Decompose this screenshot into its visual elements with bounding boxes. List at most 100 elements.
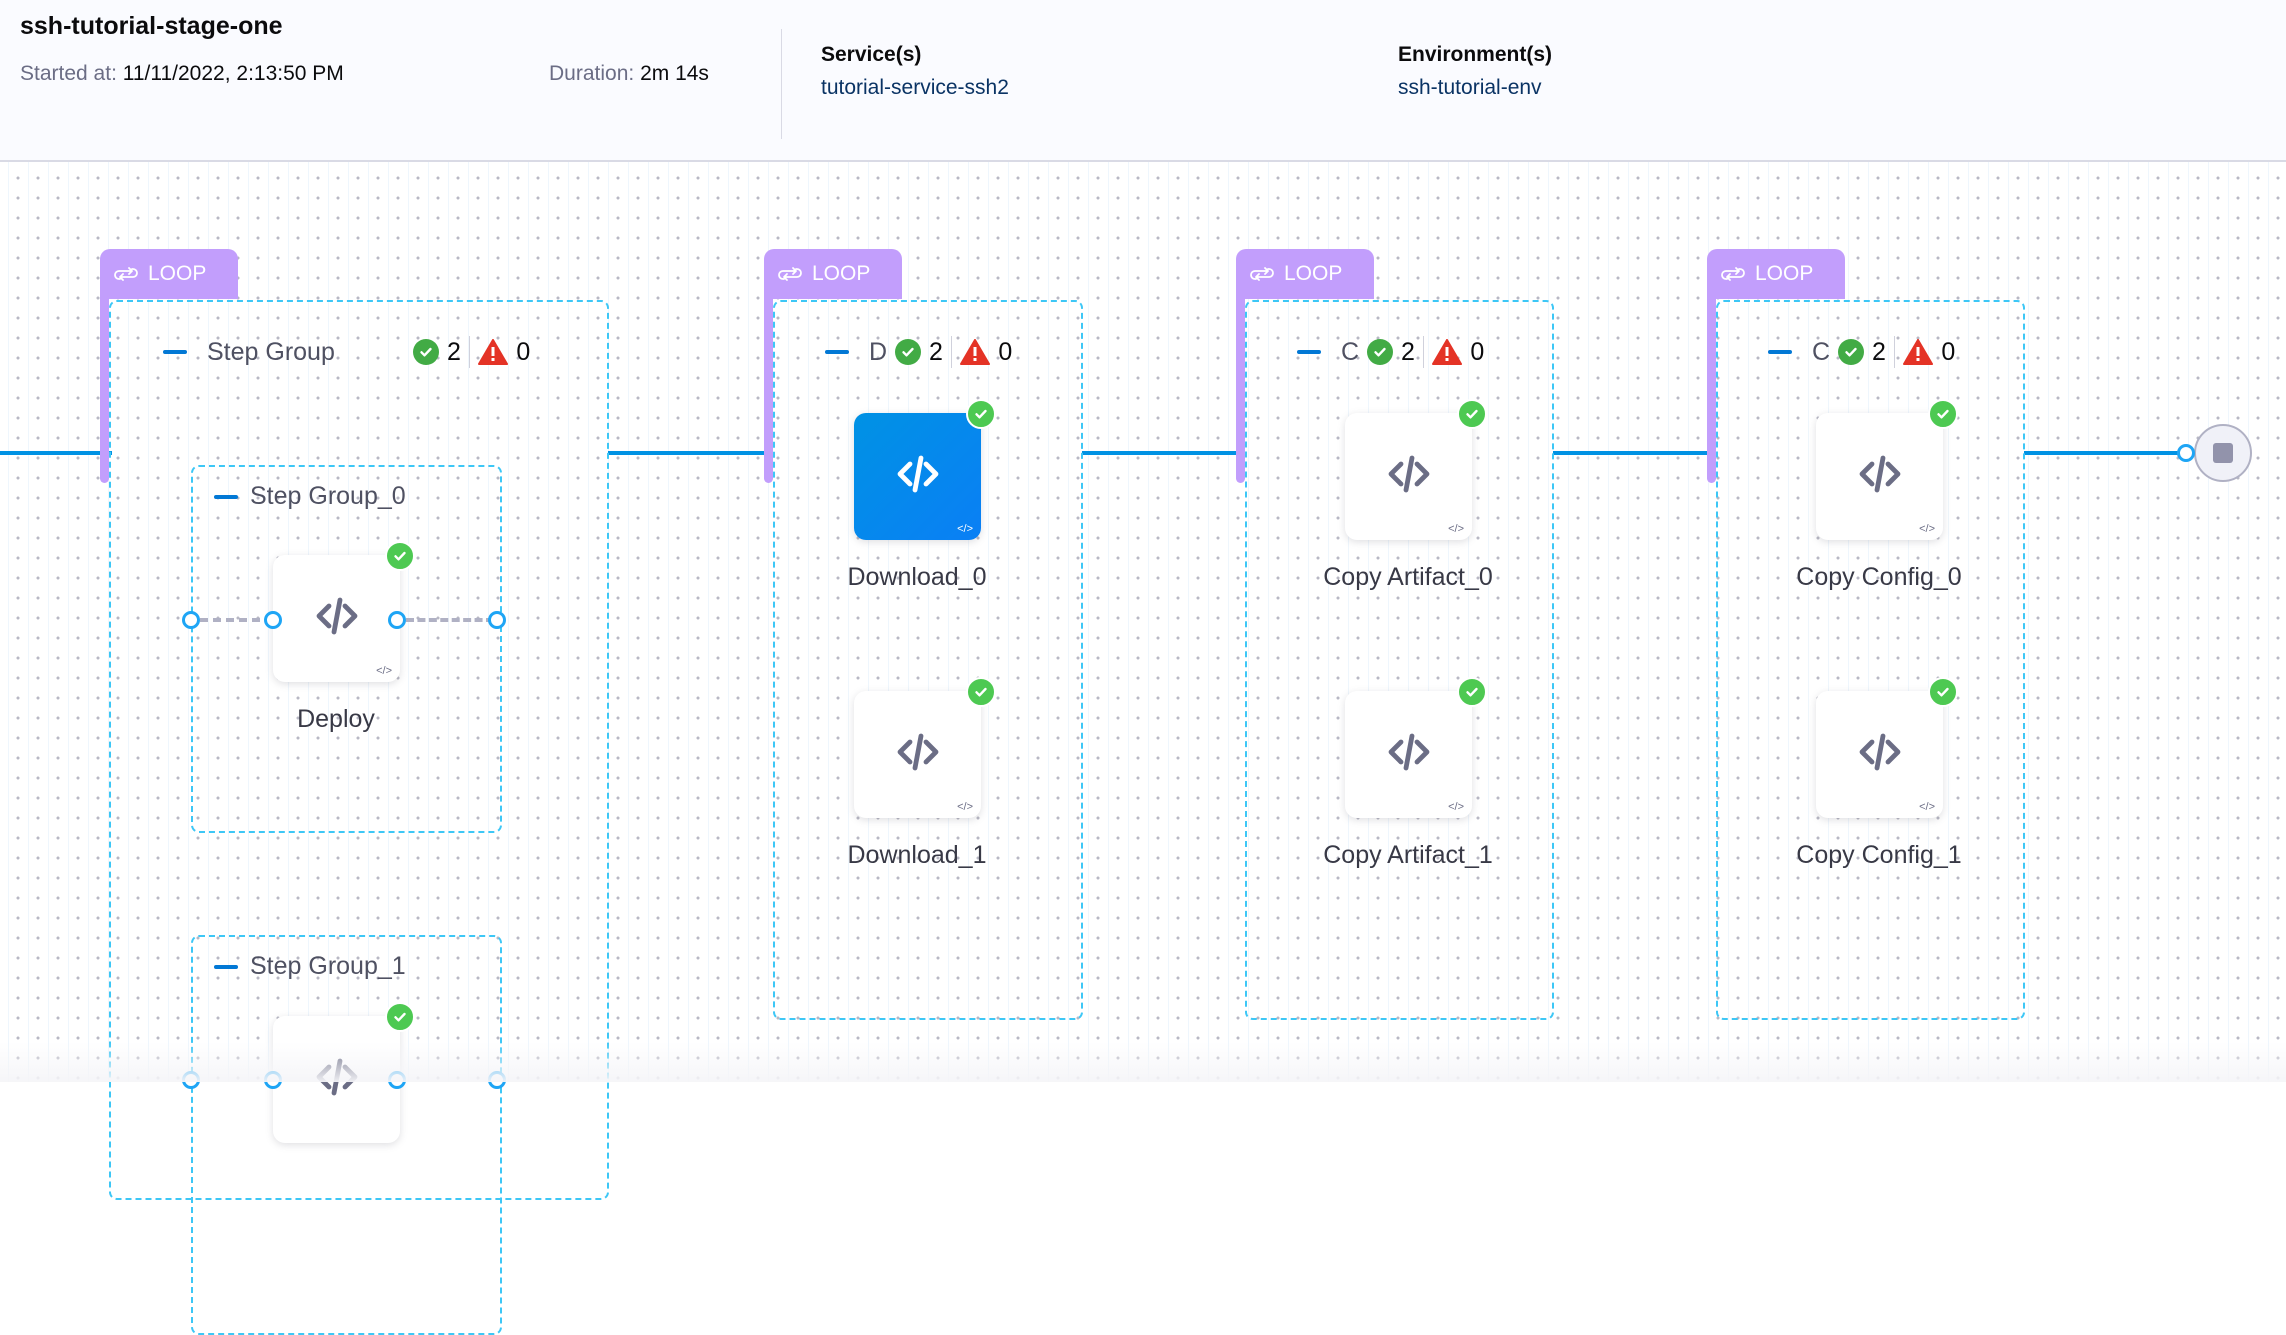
code-icon [1385, 450, 1433, 503]
loop-label: LOOP [1755, 262, 1814, 285]
success-count: 2 [447, 337, 461, 366]
loop-label: LOOP [148, 262, 207, 285]
duration-label: Duration [549, 62, 629, 85]
group-header: C 2 0 [1768, 336, 1955, 368]
collapse-icon[interactable] [1297, 350, 1321, 354]
nested-group-header: Step Group_1 [214, 952, 406, 981]
success-check-icon [966, 399, 996, 429]
group-header: Step Group 2 0 [163, 336, 530, 368]
stage-title: ssh-tutorial-stage-one [20, 12, 283, 40]
nested-group-name: Step Group_0 [250, 482, 406, 510]
dashed-connector [200, 618, 273, 622]
collapse-icon[interactable] [214, 494, 238, 499]
step-group-box [773, 300, 1083, 1020]
nested-step-group [191, 465, 502, 833]
success-status-icon [1838, 339, 1864, 365]
pipeline-end-node[interactable] [2194, 424, 2252, 482]
count-divider [950, 336, 953, 368]
step-label: Copy Artifact_0 [1323, 563, 1493, 591]
environment-link[interactable]: ssh-tutorial-env [1398, 76, 1542, 99]
started-at: Started at: 11/11/2022, 2:13:50 PM [20, 62, 344, 85]
end-connector-port[interactable] [2177, 444, 2195, 462]
step-node[interactable]: </> [1345, 691, 1472, 818]
step-group-box [1716, 300, 2025, 1020]
group-name: C [1341, 337, 1360, 366]
failed-count: 0 [998, 337, 1013, 366]
loop-tab[interactable]: LOOP [764, 249, 902, 299]
step-node[interactable]: </> [1345, 413, 1472, 540]
group-header: D 2 0 [825, 336, 1012, 368]
loop-label: LOOP [1284, 262, 1343, 285]
pipeline-connector [1082, 451, 1244, 455]
loop-icon [1721, 264, 1745, 284]
script-type-icon: </> [957, 801, 973, 813]
step-label: Copy Config_0 [1796, 563, 1962, 591]
pipeline-connector [2024, 451, 2187, 455]
script-type-icon: </> [1919, 801, 1935, 813]
duration-value: 2m 14s [640, 62, 709, 85]
loop-tab[interactable]: LOOP [1236, 249, 1374, 299]
step-label: Deploy [297, 705, 375, 733]
failure-status-icon [1903, 339, 1934, 365]
group-name: Step Group [207, 337, 335, 366]
loop-bar [100, 298, 109, 483]
loop-tab[interactable]: LOOP [1707, 249, 1845, 299]
code-icon [1856, 450, 1904, 503]
connector-port[interactable] [388, 611, 406, 629]
success-status-icon [895, 339, 921, 365]
success-count: 2 [1401, 337, 1415, 366]
connector-port[interactable] [264, 611, 282, 629]
success-check-icon [385, 1002, 415, 1032]
nested-group-header: Step Group_0 [214, 482, 406, 511]
loop-icon [1250, 264, 1274, 284]
started-value: 11/11/2022, 2:13:50 PM [122, 62, 344, 85]
pipeline-connector [608, 451, 772, 455]
failure-status-icon [1432, 339, 1463, 365]
environments-title: Environment(s) [1398, 43, 1553, 66]
script-type-icon: </> [1919, 523, 1935, 535]
collapse-icon[interactable] [214, 964, 238, 969]
step-node[interactable]: </> [273, 555, 400, 682]
step-label: Copy Artifact_1 [1323, 841, 1493, 869]
group-header: C 2 0 [1297, 336, 1484, 368]
header-divider [781, 29, 782, 139]
pipeline-canvas[interactable]: LOOP LOOP LOOP LOOP Step Group 2 0 D 2 0 C 2 0 C 2 0 Ste… [0, 162, 2286, 1335]
canvas-bottom-fade [0, 1042, 2286, 1082]
collapse-icon[interactable] [825, 350, 849, 354]
code-icon [894, 728, 942, 781]
step-group-box [1245, 300, 1554, 1020]
script-type-icon: </> [376, 665, 392, 677]
loop-icon [114, 264, 138, 284]
loop-bar [1707, 298, 1716, 483]
duration: Duration: 2m 14s [549, 62, 709, 85]
script-type-icon: </> [957, 523, 973, 535]
success-count: 2 [1872, 337, 1886, 366]
loop-tab[interactable]: LOOP [100, 249, 238, 299]
success-check-icon [385, 541, 415, 571]
stage-header: ssh-tutorial-stage-one Started at: 11/11… [0, 0, 2286, 162]
step-node[interactable]: </> [1816, 413, 1943, 540]
connector-port[interactable] [182, 611, 200, 629]
loop-bar [1236, 298, 1245, 483]
code-icon [1856, 728, 1904, 781]
services-title: Service(s) [821, 43, 922, 66]
connector-port[interactable] [488, 611, 506, 629]
stop-icon [2213, 443, 2233, 463]
count-divider [468, 336, 471, 368]
success-check-icon [1928, 677, 1958, 707]
step-node[interactable]: </> [854, 413, 981, 540]
collapse-icon[interactable] [1768, 350, 1792, 354]
step-label: Download_1 [847, 841, 987, 869]
step-node[interactable]: </> [1816, 691, 1943, 818]
loop-bar [764, 298, 773, 483]
step-label: Download_0 [847, 563, 987, 591]
success-check-icon [966, 677, 996, 707]
service-link[interactable]: tutorial-service-ssh2 [821, 76, 1009, 99]
group-name: D [869, 337, 888, 366]
collapse-icon[interactable] [163, 350, 187, 354]
started-label: Started at [20, 62, 112, 85]
pipeline-connector [0, 451, 112, 455]
failed-count: 0 [1941, 337, 1956, 366]
step-node[interactable]: </> [854, 691, 981, 818]
success-check-icon [1457, 399, 1487, 429]
